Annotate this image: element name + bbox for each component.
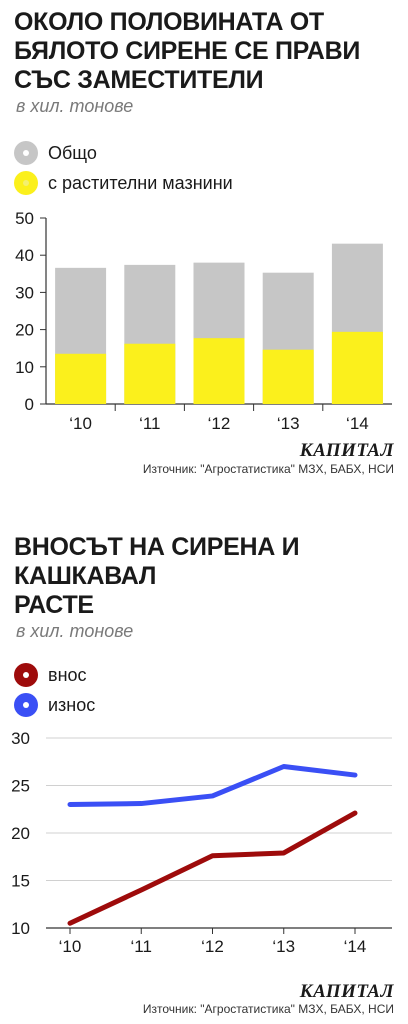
chart2-brand-logo: КАПИТАЛ (299, 981, 394, 1002)
legend-item-imports: внос (14, 660, 95, 690)
chart1-legend: Общо с растителни мазнини (14, 138, 233, 198)
chart2-title-line-2: кашкавал (14, 562, 157, 590)
chart1-section: Около половината от бялото сирене се пра… (0, 0, 408, 500)
x-tick-label: ‘13 (277, 414, 300, 433)
legend-swatch-veg-fat-icon (14, 171, 38, 195)
x-tick-label: ‘10 (69, 414, 92, 433)
chart1-title: Около половината от бялото сирене се пра… (14, 8, 404, 95)
x-tick-label: ‘12 (201, 937, 224, 956)
y-tick-label: 30 (11, 729, 30, 748)
x-tick-label: ‘11 (139, 414, 160, 433)
x-tick-label: ‘12 (208, 414, 231, 433)
bar-veg-fat (55, 353, 107, 404)
legend-label-total: Общо (48, 142, 97, 163)
y-tick-label: 20 (11, 824, 30, 843)
legend-item-exports: износ (14, 690, 95, 720)
bar-veg-fat (124, 343, 176, 404)
legend-swatch-total-icon (14, 141, 38, 165)
x-tick-label: ‘11 (131, 937, 152, 956)
chart2-title: Вносът на сирена и кашкавал расте (14, 533, 404, 620)
legend-label-veg-fat: с растителни мазнини (48, 172, 233, 193)
chart2-title-line-1: Вносът на сирена и (14, 533, 300, 561)
line-exports (67, 764, 358, 807)
y-tick-label: 10 (15, 358, 34, 377)
chart1-title-line-1: Около половината от (14, 8, 324, 36)
chart2-subtitle: в хил. тонове (16, 621, 134, 641)
y-tick-label: 50 (15, 209, 34, 228)
x-tick-label: ‘10 (59, 937, 82, 956)
legend-swatch-imports-icon (14, 663, 38, 687)
bar-chart: 0 10 20 30 40 50 ‘10 ‘11 ‘12 ‘13 ‘14 (15, 209, 392, 433)
y-tick-label: 10 (11, 919, 30, 938)
y-tick-label: 15 (11, 872, 30, 891)
chart1-subtitle: в хил. тонове (16, 96, 134, 116)
chart1-source: Източник: "Агростатистика" МЗХ, БАБХ, НС… (142, 462, 394, 476)
chart2-title-line-3: расте (14, 591, 94, 619)
legend-label-exports: износ (48, 694, 96, 715)
y-tick-label: 25 (11, 777, 30, 796)
x-tick-label: ‘14 (346, 414, 369, 433)
chart1-title-line-3: със заместители (14, 66, 264, 94)
chart1-brand-logo: КАПИТАЛ (299, 440, 394, 461)
y-tick-label: 0 (25, 395, 34, 414)
x-tick-label: ‘13 (272, 937, 295, 956)
line-chart: 10 15 20 25 30 ‘10 ‘11 ‘12 ‘13 ‘14 (11, 729, 392, 956)
bar-veg-fat (331, 331, 383, 404)
y-tick-label: 30 (15, 283, 34, 302)
y-tick-label: 40 (15, 246, 34, 265)
x-tick-label: ‘14 (344, 937, 367, 956)
chart2-legend: внос износ (14, 660, 95, 720)
legend-label-imports: внос (48, 664, 87, 685)
y-tick-label: 20 (15, 321, 34, 340)
line-imports (67, 810, 358, 926)
chart2-source: Източник: "Агростатистика" МЗХ, БАБХ, НС… (142, 1002, 394, 1016)
bar-veg-fat (262, 349, 314, 404)
bar-veg-fat (193, 338, 245, 404)
legend-item-total: Общо (14, 138, 233, 168)
legend-swatch-exports-icon (14, 693, 38, 717)
legend-item-veg-fat: с растителни мазнини (14, 168, 233, 198)
chart1-title-line-2: бялото сирене се прави (14, 37, 360, 65)
